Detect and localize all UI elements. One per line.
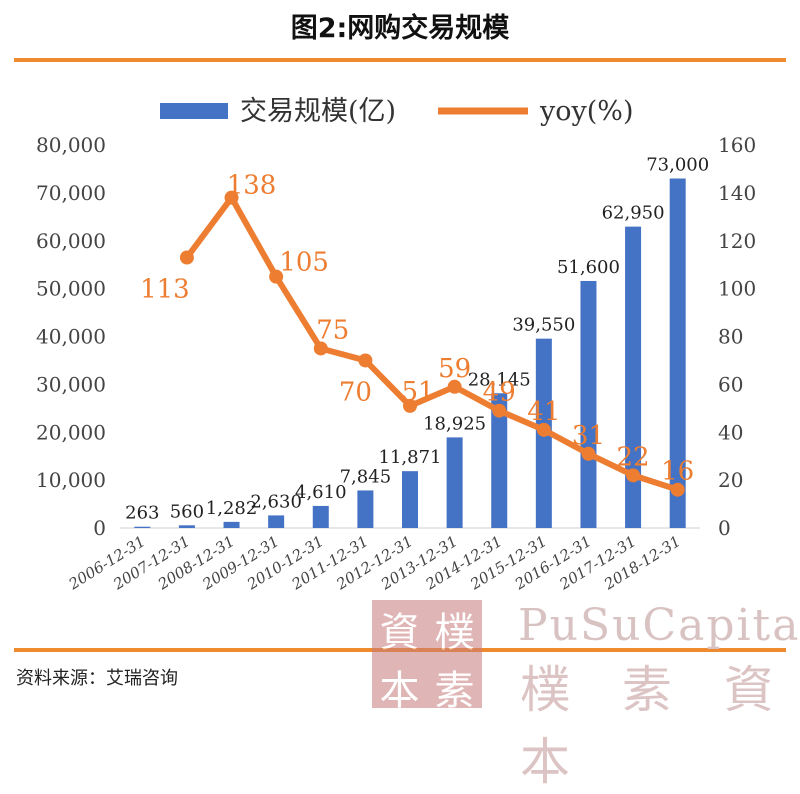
yoy-value-label: 70 <box>339 377 372 407</box>
y-right-tick-label: 40 <box>718 420 743 444</box>
bar-value-label: 73,000 <box>646 155 709 176</box>
bar <box>312 505 329 528</box>
yoy-value-label: 16 <box>661 457 694 487</box>
legend-bar-swatch <box>160 103 228 119</box>
y-right-tick-label: 100 <box>718 277 756 301</box>
bar-value-label: 560 <box>170 501 204 522</box>
yoy-point <box>313 341 328 356</box>
bar-value-label: 4,610 <box>295 482 347 503</box>
y-left-tick-label: 30,000 <box>36 372 106 396</box>
y-left-tick-label: 80,000 <box>36 133 106 157</box>
watermark-chinese: 樸 素 資 本 <box>520 661 792 791</box>
legend: 交易规模(亿) yoy(%) <box>160 96 634 127</box>
yoy-point <box>581 446 596 461</box>
y-right-tick-label: 120 <box>718 229 756 253</box>
yoy-point <box>447 379 462 394</box>
yoy-point <box>626 468 641 483</box>
source-note: 资料来源：艾瑞咨询 <box>16 668 178 689</box>
yoy-value-label: 59 <box>438 354 471 384</box>
y-right-tick-label: 0 <box>718 516 731 540</box>
bar-value-label: 51,600 <box>557 257 620 278</box>
bar-value-label: 28,145 <box>468 369 531 390</box>
seal-char: 素 <box>434 668 475 714</box>
yoy-point <box>179 250 194 265</box>
seal-char: 資 <box>379 610 420 656</box>
bar <box>625 226 642 528</box>
bar-value-label: 263 <box>125 503 159 524</box>
bar <box>446 437 463 528</box>
y-left-tick-label: 70,000 <box>36 181 106 205</box>
y-left-tick-label: 20,000 <box>36 420 106 444</box>
bar <box>178 525 195 528</box>
bar-value-label: 62,950 <box>602 203 665 224</box>
y-right-tick-label: 20 <box>718 468 743 492</box>
y-right-tick-label: 80 <box>718 325 743 349</box>
legend-line-label: yoy(%) <box>539 96 634 127</box>
title-rule-top <box>14 58 786 62</box>
bar-value-label: 2,630 <box>250 491 302 512</box>
bar <box>402 471 418 528</box>
legend-bar-label: 交易规模(亿) <box>240 96 396 127</box>
y-left-tick-label: 50,000 <box>36 277 106 301</box>
yoy-value-label: 22 <box>617 442 650 472</box>
bar <box>669 178 686 528</box>
y-left-tick-label: 10,000 <box>36 468 106 492</box>
yoy-point <box>403 398 417 413</box>
yoy-value-label: 113 <box>140 275 190 305</box>
yoy-value-label: 138 <box>227 171 277 201</box>
yoy-point <box>670 482 685 497</box>
bar <box>223 521 240 528</box>
yoy-value-label: 105 <box>279 248 329 278</box>
seal-char: 本 <box>379 668 420 714</box>
bar <box>491 393 508 528</box>
bar-value-label: 18,925 <box>423 413 486 434</box>
yoy-point <box>492 403 507 418</box>
y-right-tick-label: 160 <box>718 133 756 157</box>
y-right-tick-label: 140 <box>718 181 756 205</box>
yoy-point <box>358 353 373 368</box>
yoy-value-label: 41 <box>527 397 560 427</box>
bar-value-label: 7,845 <box>340 466 392 487</box>
bar <box>580 280 597 528</box>
y-right-tick-label: 60 <box>718 372 743 396</box>
yoy-value-label: 31 <box>572 421 605 451</box>
y-left-tick-label: 0 <box>93 516 106 540</box>
seal-char: 樸 <box>434 610 475 656</box>
chart: 交易规模(亿) yoy(%) 0 10,000 20,000 30,000 40,000… <box>36 96 756 594</box>
yoy-value-label: 75 <box>316 315 349 345</box>
watermark-english: PuSuCapital <box>518 600 800 651</box>
yoy-line <box>184 194 679 493</box>
bar <box>357 490 374 528</box>
yoy-point <box>536 422 551 437</box>
chart-title: 图2:网购交易规模 <box>290 13 510 44</box>
bar <box>268 515 285 528</box>
y-left-tick-label: 40,000 <box>36 325 106 349</box>
yoy-value-label: 51 <box>401 377 434 407</box>
watermark-seal: 資 樸 本 素 <box>372 600 482 714</box>
bar <box>134 526 151 528</box>
yoy-point <box>224 190 239 205</box>
yoy-value-label: 49 <box>483 378 516 408</box>
yoy-point <box>269 269 284 284</box>
bar-value-label: 11,871 <box>379 447 442 468</box>
bar-value-label: 39,550 <box>512 315 575 336</box>
y-left-tick-label: 60,000 <box>36 229 106 253</box>
bar-value-label: 1,282 <box>206 498 258 519</box>
